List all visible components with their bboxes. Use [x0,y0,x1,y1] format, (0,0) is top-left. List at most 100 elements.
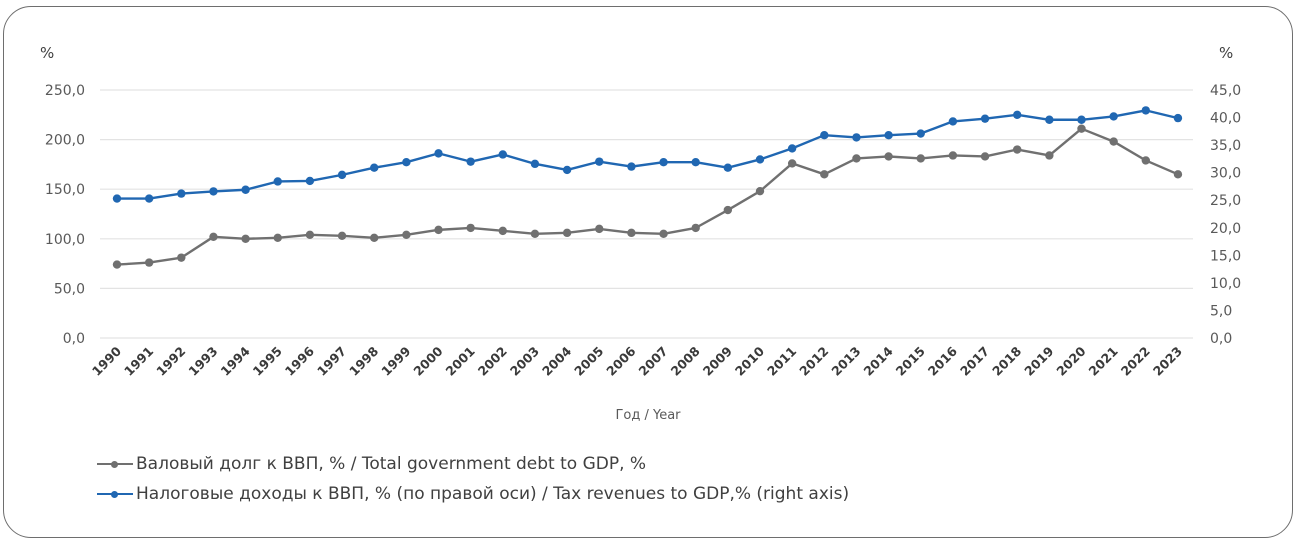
data-point-debt [916,154,925,163]
x-tick-label: 1997 [314,344,349,379]
data-point-tax [402,157,411,167]
data-point-debt [177,253,186,262]
x-tick-label: 2015 [893,344,928,379]
y-right-tick-label: 30,0 [1210,166,1241,182]
data-point-debt [723,205,733,215]
x-tick-label: 2022 [1118,344,1153,379]
x-tick-label: 2017 [957,344,992,379]
data-point-debt [1109,137,1118,146]
x-tick-label: 2013 [828,344,863,379]
x-tick-label: 2023 [1150,344,1185,379]
x-tick-label: 2007 [635,344,670,379]
data-point-tax [112,194,122,203]
y-axis-left: 0,0 50,0 100,0 150,0 200,0 250,0 [45,83,85,347]
data-point-tax [1141,106,1151,115]
chart-frame [3,6,1293,538]
data-point-debt [852,154,861,163]
data-point-debt [1045,151,1054,160]
data-point-tax [1109,112,1118,121]
x-tick-label: 2002 [475,344,510,379]
data-point-debt [884,152,893,161]
x-tick-label: 1998 [346,344,381,379]
data-point-debt [1141,156,1151,165]
y-left-tick-label: 250,0 [45,83,85,99]
legend-marker-tax-icon [97,488,133,500]
x-tick-label: 2000 [410,343,445,378]
data-point-tax [177,189,186,198]
y-right-tick-label: 10,0 [1210,276,1241,292]
y-right-tick-label: 35,0 [1210,138,1241,154]
data-point-debt [755,186,765,196]
data-point-tax [852,133,861,142]
x-tick-label: 2010 [732,343,767,378]
data-point-debt [820,170,829,179]
series-layer [112,106,1183,269]
data-point-tax [209,187,218,196]
y-left-tick-label: 200,0 [45,133,85,149]
data-point-tax [370,163,379,172]
data-point-debt [144,258,154,267]
data-point-debt [948,151,958,160]
y-right-tick-label: 40,0 [1210,111,1241,127]
x-tick-label: 1999 [378,344,413,379]
data-point-debt [337,231,347,241]
data-point-debt [273,233,282,243]
x-tick-label: 1992 [153,344,188,379]
x-tick-label: 2006 [603,343,638,378]
y-axis-right: 0,0 5,0 10,0 15,0 20,0 25,0 30,0 35,0 40,0 45,0 [1210,83,1241,347]
legend-label-debt: Валовый долг к ВВП, % / Total government… [136,454,647,474]
data-point-debt [498,226,507,236]
data-point-tax [755,155,765,164]
x-tick-label: 2012 [796,344,831,379]
series-line-debt [116,127,1179,266]
y-axis-left-unit: % [40,44,54,62]
data-point-debt [370,233,379,243]
y-right-tick-label: 45,0 [1210,83,1241,99]
legend-item-tax: Налоговые доходы к ВВП, % (по правой оси… [97,484,849,504]
legend-marker-debt-icon [97,458,133,470]
y-left-tick-label: 0,0 [63,331,85,347]
x-tick-label: 2020 [1053,343,1088,378]
data-point-debt [595,224,604,234]
data-point-debt [1173,170,1183,179]
x-tick-label: 2004 [539,343,574,378]
data-point-debt [112,260,122,269]
data-point-tax [980,114,990,123]
x-tick-label: 2001 [443,344,478,379]
y-axis-right-unit: % [1219,44,1233,62]
data-point-debt [1013,145,1022,154]
data-point-debt [980,152,990,161]
data-point-tax [787,144,797,153]
x-tick-label: 2008 [668,344,703,379]
data-point-debt [691,223,700,233]
y-right-tick-label: 0,0 [1210,331,1232,347]
data-point-tax [241,185,250,194]
x-axis-title: Год / Year [615,408,681,423]
data-point-tax [530,159,540,169]
data-point-tax [627,162,636,171]
data-point-tax [498,150,507,159]
data-point-tax [337,170,347,180]
data-point-tax [144,194,154,203]
x-tick-label: 2005 [571,344,606,379]
data-point-debt [305,230,315,240]
data-point-debt [209,232,218,242]
data-point-tax [916,129,925,138]
data-point-tax [273,177,282,186]
gridlines [100,89,1193,339]
data-point-tax [948,117,958,126]
x-tick-label: 1990 [89,343,124,378]
data-point-tax [884,130,893,140]
data-point-debt [402,230,411,240]
x-tick-label: 1996 [282,343,317,378]
data-point-tax [659,157,668,167]
data-point-tax [1045,115,1054,124]
y-right-tick-label: 20,0 [1210,221,1241,237]
data-point-debt [1077,124,1086,133]
data-point-debt [434,225,443,235]
data-point-debt [562,228,572,238]
x-tick-label: 2016 [925,343,960,378]
data-point-tax [595,157,604,166]
data-point-tax [1077,115,1086,124]
